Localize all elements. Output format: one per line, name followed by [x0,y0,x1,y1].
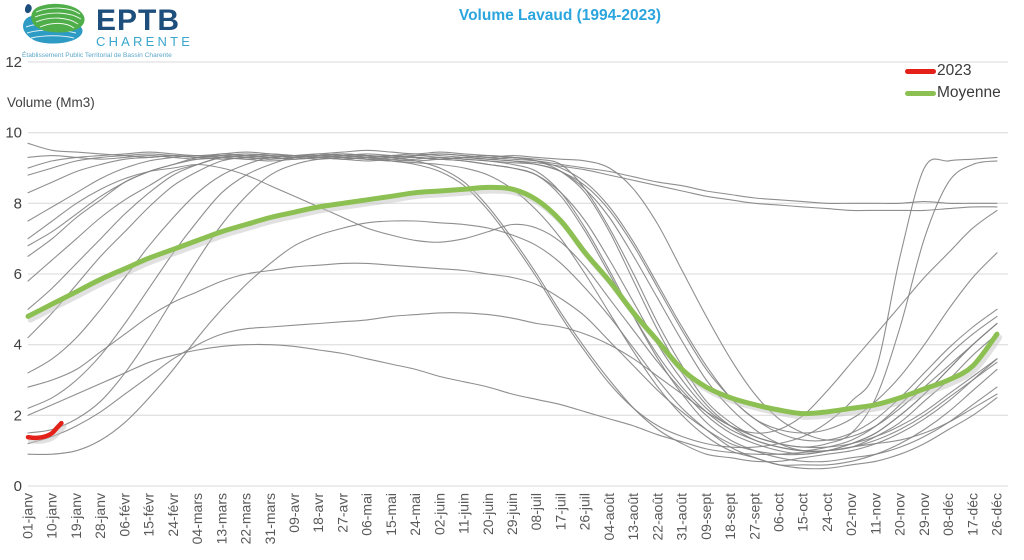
svg-text:12: 12 [5,54,22,71]
logo-apostrophe-shape [24,4,32,14]
svg-text:09-avr: 09-avr [286,493,302,533]
svg-text:04-mars: 04-mars [189,493,205,544]
svg-text:22-mars: 22-mars [238,493,254,544]
svg-text:27-avr: 27-avr [334,493,350,533]
chart-series [25,142,1003,470]
svg-text:31-mars: 31-mars [262,493,278,544]
svg-text:11-nov: 11-nov [867,493,883,535]
svg-text:09-sept: 09-sept [698,493,714,540]
svg-text:20-nov: 20-nov [892,493,908,536]
legend-label-2023: 2023 [937,62,972,79]
y-axis-title: Volume (Mm3) [7,95,95,110]
svg-text:04-août: 04-août [601,493,617,541]
svg-text:02-juin: 02-juin [431,493,447,535]
svg-text:11-juin: 11-juin [456,493,472,534]
svg-text:08-juil: 08-juil [528,493,544,530]
svg-text:28-janv: 28-janv [92,493,108,539]
svg-text:6: 6 [14,266,22,283]
logo-text-block: EPTB CHARENTE [96,6,193,49]
svg-text:24-févr: 24-févr [165,493,181,537]
chart-axis-labels: 0 2 4 6 8 10 12 01-janv 10-janv 19-janv 28-janv 06-… [5,54,1004,544]
svg-text:4: 4 [14,337,22,354]
svg-text:06-oct: 06-oct [771,493,787,532]
svg-text:26-juil: 26-juil [577,493,593,530]
eptb-logo-map-icon [23,3,85,44]
logo-subname: CHARENTE [96,34,194,49]
chart-legend: 2023 Moyenne [905,60,1001,104]
svg-text:06-févr: 06-févr [116,493,132,537]
svg-text:08-déc: 08-déc [940,493,956,536]
chart-title: Volume Lavaud (1994-2023) [458,7,662,24]
svg-text:18-avr: 18-avr [310,493,326,533]
svg-text:22-août: 22-août [649,493,665,541]
svg-text:18-sept: 18-sept [722,493,738,540]
svg-text:24-mai: 24-mai [407,493,423,536]
svg-text:2: 2 [14,407,22,424]
svg-text:06-mai: 06-mai [359,493,375,536]
svg-text:10-janv: 10-janv [44,493,60,539]
legend-item-2023: 2023 [905,60,1001,82]
svg-text:10: 10 [5,125,22,142]
logo-tagline: Établissement Public Territorial de Bass… [22,52,172,59]
svg-text:24-oct: 24-oct [819,493,835,532]
legend-item-moyenne: Moyenne [905,82,1001,104]
legend-swatch-moyenne-icon [905,90,936,96]
svg-text:01-janv: 01-janv [20,493,36,539]
svg-text:31-août: 31-août [674,493,690,541]
svg-text:29-nov: 29-nov [916,493,932,536]
svg-text:17-déc: 17-déc [964,493,980,536]
svg-text:13-mars: 13-mars [213,493,229,544]
svg-text:17-juil: 17-juil [553,493,569,530]
legend-label-moyenne: Moyenne [937,84,1001,101]
legend-swatch-2023-icon [905,68,936,74]
svg-text:20-juin: 20-juin [480,493,496,535]
svg-text:0: 0 [14,478,22,495]
svg-text:26-déc: 26-déc [989,493,1005,536]
logo-name: EPTB [96,4,181,37]
eptb-logo: EPTB CHARENTE Établissement Public Terri… [12,2,192,62]
svg-text:19-janv: 19-janv [68,493,84,539]
svg-text:02-nov: 02-nov [843,493,859,536]
svg-text:15-oct: 15-oct [795,493,811,532]
svg-text:27-sept: 27-sept [746,493,762,540]
svg-text:8: 8 [14,195,22,212]
svg-text:13-août: 13-août [625,493,641,541]
svg-text:15-mai: 15-mai [383,493,399,536]
svg-text:15-févr: 15-févr [141,493,157,537]
svg-text:29-juin: 29-juin [504,493,520,535]
